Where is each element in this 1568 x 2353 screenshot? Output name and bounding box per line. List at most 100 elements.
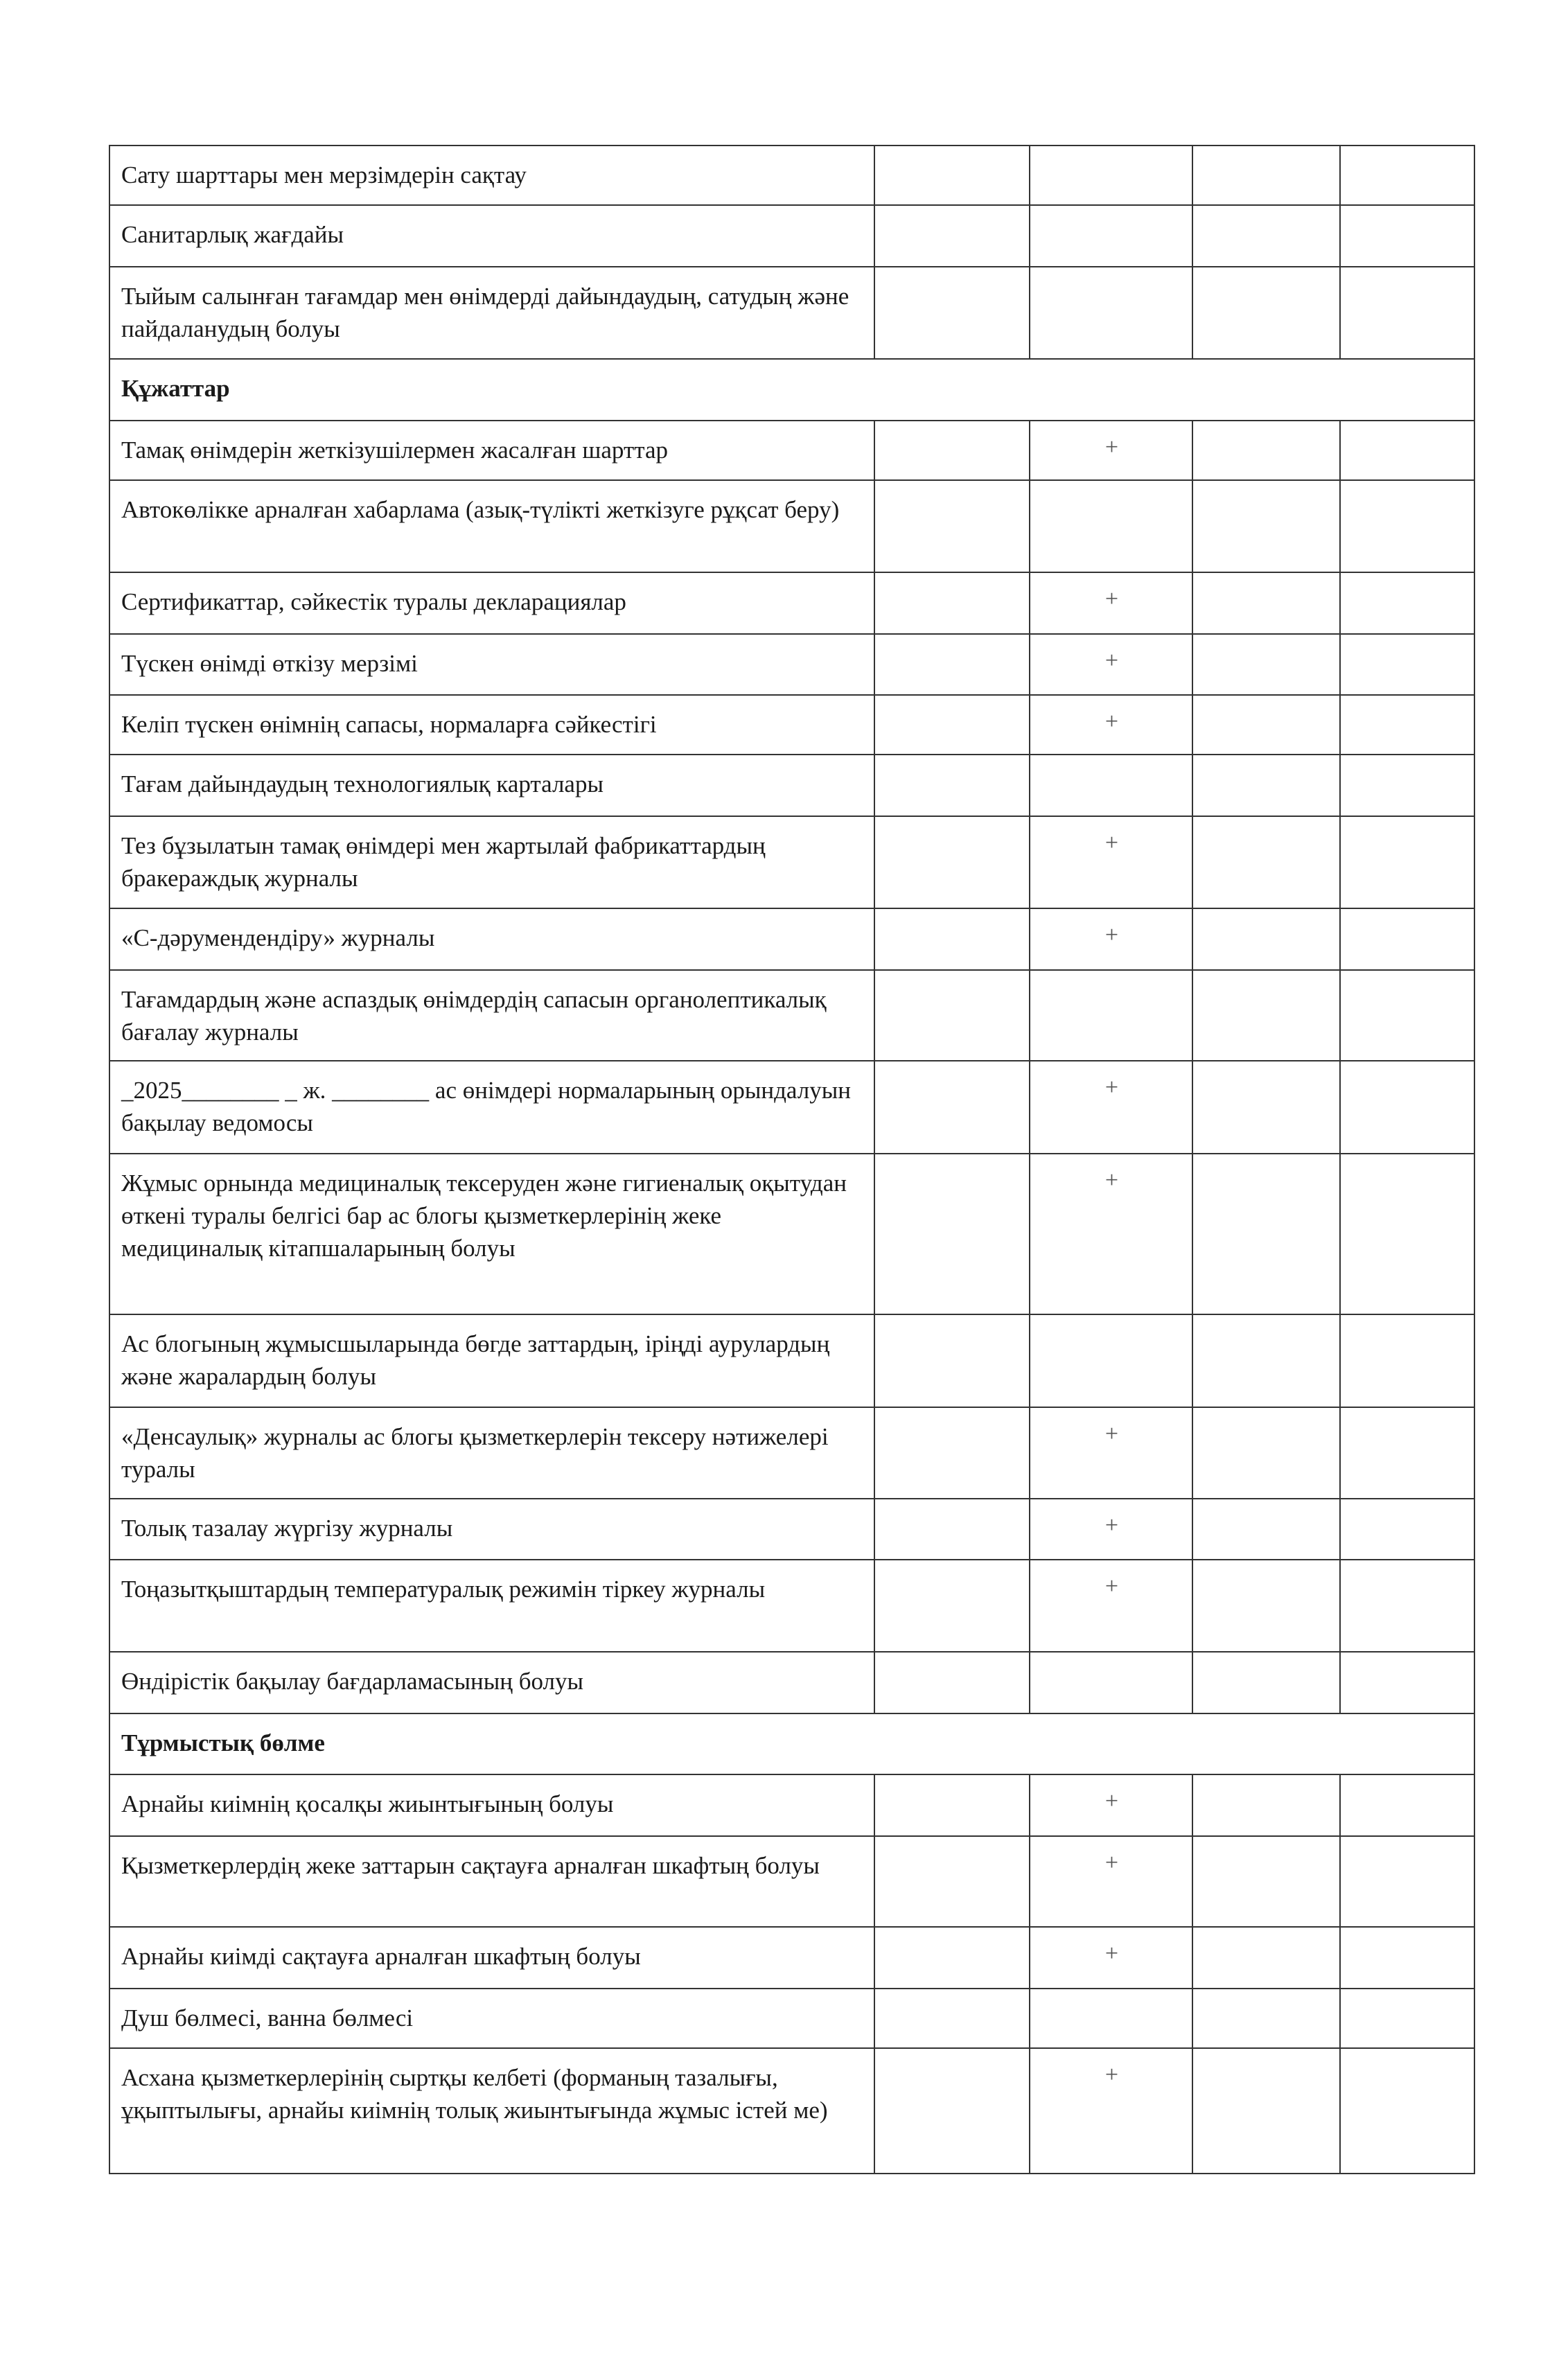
empty-cell [874, 1498, 1030, 1560]
empty-cell [1339, 1314, 1475, 1408]
check-mark-cell [1029, 969, 1193, 1061]
empty-cell [1339, 1153, 1475, 1315]
check-mark-cell: + [1029, 572, 1193, 635]
empty-cell [1339, 1774, 1475, 1837]
criterion-text: Келіп түскен өнімнің сапасы, нормаларға … [109, 694, 875, 755]
table-row: Санитарлық жағдайы [109, 204, 1475, 267]
check-mark-cell: + [1029, 1498, 1193, 1560]
table-row: Тамақ өнімдерін жеткізушілермен жасалған… [109, 420, 1475, 481]
empty-cell [1192, 908, 1341, 971]
empty-cell [1339, 908, 1475, 971]
empty-cell [1339, 1060, 1475, 1154]
criterion-text: Тамақ өнімдерін жеткізушілермен жасалған… [109, 420, 875, 481]
criterion-text: Сертификаттар, сәйкестік туралы декларац… [109, 572, 875, 635]
empty-cell [1339, 1651, 1475, 1714]
empty-cell [874, 1988, 1030, 2049]
empty-cell [1192, 266, 1341, 360]
empty-cell [1192, 1651, 1341, 1714]
empty-cell [1192, 145, 1341, 206]
empty-cell [1339, 572, 1475, 635]
table-row: Тағам дайындаудың технологиялық карталар… [109, 754, 1475, 817]
empty-cell [874, 969, 1030, 1061]
check-mark-cell [1029, 145, 1193, 206]
check-mark-cell: + [1029, 1559, 1193, 1653]
empty-cell [1339, 816, 1475, 909]
empty-cell [1192, 754, 1341, 817]
table-row: Тез бұзылатын тамақ өнімдері мен жартыла… [109, 816, 1475, 909]
empty-cell [874, 572, 1030, 635]
empty-cell [874, 1774, 1030, 1837]
table-row: Ас блогының жұмысшыларында бөгде заттард… [109, 1314, 1475, 1408]
empty-cell [1192, 572, 1341, 635]
empty-cell [1192, 1407, 1341, 1499]
table-row: Түскен өнімді өткізу мерзімі + [109, 633, 1475, 696]
empty-cell [1192, 1926, 1341, 1989]
section-title: Тұрмыстық бөлме [109, 1713, 1475, 1775]
criterion-text: Қызметкерлердің жеке заттарын сақтауға а… [109, 1835, 875, 1928]
empty-cell [1192, 2047, 1341, 2174]
check-mark-cell: + [1029, 1774, 1193, 1837]
check-mark-cell [1029, 1651, 1193, 1714]
empty-cell [1192, 1835, 1341, 1928]
check-mark-cell: + [1029, 694, 1193, 755]
criterion-text: Санитарлық жағдайы [109, 204, 875, 267]
empty-cell [874, 204, 1030, 267]
check-mark-cell: + [1029, 420, 1193, 481]
criterion-text: Сату шарттары мен мерзімдерін сақтау [109, 145, 875, 206]
empty-cell [874, 1314, 1030, 1408]
empty-cell [1339, 694, 1475, 755]
criterion-text: Арнайы киімнің қосалқы жиынтығының болуы [109, 1774, 875, 1837]
empty-cell [874, 908, 1030, 971]
check-mark-cell: + [1029, 1926, 1193, 1989]
empty-cell [1192, 1774, 1341, 1837]
empty-cell [1192, 1060, 1341, 1154]
table-row: «Денсаулық» журналы ас блогы қызметкерле… [109, 1407, 1475, 1499]
table-row: Тоңазытқыштардың температуралық режимін … [109, 1559, 1475, 1653]
empty-cell [1192, 479, 1341, 573]
table-row: Қызметкерлердің жеке заттарын сақтауға а… [109, 1835, 1475, 1928]
empty-cell [1192, 1559, 1341, 1653]
checklist-body: Сату шарттары мен мерзімдерін сақтау Сани… [109, 145, 1475, 2174]
empty-cell [1339, 969, 1475, 1061]
empty-cell [1339, 479, 1475, 573]
empty-cell [874, 1651, 1030, 1714]
criterion-text: Ас блогының жұмысшыларында бөгде заттард… [109, 1314, 875, 1408]
empty-cell [1192, 1498, 1341, 1560]
empty-cell [1192, 969, 1341, 1061]
empty-cell [874, 816, 1030, 909]
empty-cell [1339, 1559, 1475, 1653]
check-mark-cell [1029, 754, 1193, 817]
empty-cell [874, 145, 1030, 206]
empty-cell [1339, 633, 1475, 696]
check-mark-cell: + [1029, 1060, 1193, 1154]
table-row: Сату шарттары мен мерзімдерін сақтау [109, 145, 1475, 206]
empty-cell [1339, 145, 1475, 206]
empty-cell [1339, 1926, 1475, 1989]
check-mark-cell: + [1029, 908, 1193, 971]
empty-cell [874, 1153, 1030, 1315]
criterion-text: Тағамдардың және аспаздық өнімдердің сап… [109, 969, 875, 1061]
check-mark-cell [1029, 1314, 1193, 1408]
check-mark-cell: + [1029, 1407, 1193, 1499]
criterion-text: Тез бұзылатын тамақ өнімдері мен жартыла… [109, 816, 875, 909]
empty-cell [1192, 816, 1341, 909]
empty-cell [874, 1926, 1030, 1989]
criterion-text: Автокөлікке арналған хабарлама (азық-түл… [109, 479, 875, 573]
criterion-text: «С-дәрумендендіру» журналы [109, 908, 875, 971]
empty-cell [874, 1060, 1030, 1154]
criterion-text: Өндірістік бақылау бағдарламасының болуы [109, 1651, 875, 1714]
empty-cell [1192, 694, 1341, 755]
empty-cell [1192, 1314, 1341, 1408]
table-row: Жұмыс орнында медициналық тексеруден жән… [109, 1153, 1475, 1315]
empty-cell [874, 266, 1030, 360]
empty-cell [1339, 204, 1475, 267]
empty-cell [874, 694, 1030, 755]
table-row: Келіп түскен өнімнің сапасы, нормаларға … [109, 694, 1475, 755]
table-row: Арнайы киімнің қосалқы жиынтығының болуы… [109, 1774, 1475, 1837]
criterion-text: Түскен өнімді өткізу мерзімі [109, 633, 875, 696]
table-row: _2025________ _ ж. ________ ас өнімдері … [109, 1060, 1475, 1154]
criterion-text: Арнайы киімді сақтауға арналған шкафтың … [109, 1926, 875, 1989]
table-row: Тыйым салынған тағамдар мен өнімдерді да… [109, 266, 1475, 360]
empty-cell [874, 479, 1030, 573]
empty-cell [874, 633, 1030, 696]
